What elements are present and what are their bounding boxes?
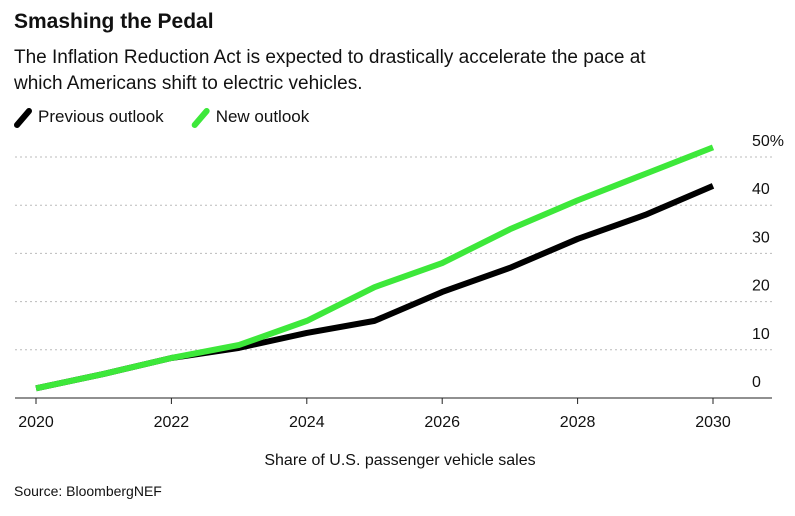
legend-swatch bbox=[14, 108, 32, 128]
legend-label: Previous outlook bbox=[38, 107, 164, 126]
x-tick-label: 2024 bbox=[289, 414, 325, 431]
y-tick-label: 30 bbox=[752, 229, 770, 246]
x-tick-label: 2028 bbox=[560, 414, 596, 431]
legend-swatch bbox=[191, 108, 210, 128]
x-tick-label: 2020 bbox=[18, 414, 54, 431]
line-series bbox=[35, 144, 715, 392]
y-tick-label: 10 bbox=[752, 326, 770, 343]
legend-label: New outlook bbox=[216, 107, 310, 126]
chart-title: Smashing the Pedal bbox=[14, 10, 214, 33]
x-tick-label: 2026 bbox=[424, 414, 460, 431]
y-tick-label: 20 bbox=[752, 278, 770, 295]
subtitle: The Inflation Reduction Act is expected … bbox=[14, 47, 646, 68]
y-tick-label: 40 bbox=[752, 181, 770, 198]
x-tick-label: 2030 bbox=[695, 414, 731, 431]
subtitle: which Americans shift to electric vehicl… bbox=[13, 73, 362, 94]
y-tick-label: 50% bbox=[752, 133, 784, 150]
y-tick-label: 0 bbox=[752, 374, 761, 391]
x-axis-label: Share of U.S. passenger vehicle sales bbox=[264, 452, 535, 469]
source: Source: BloombergNEF bbox=[14, 483, 162, 499]
x-tick-label: 2022 bbox=[154, 414, 190, 431]
